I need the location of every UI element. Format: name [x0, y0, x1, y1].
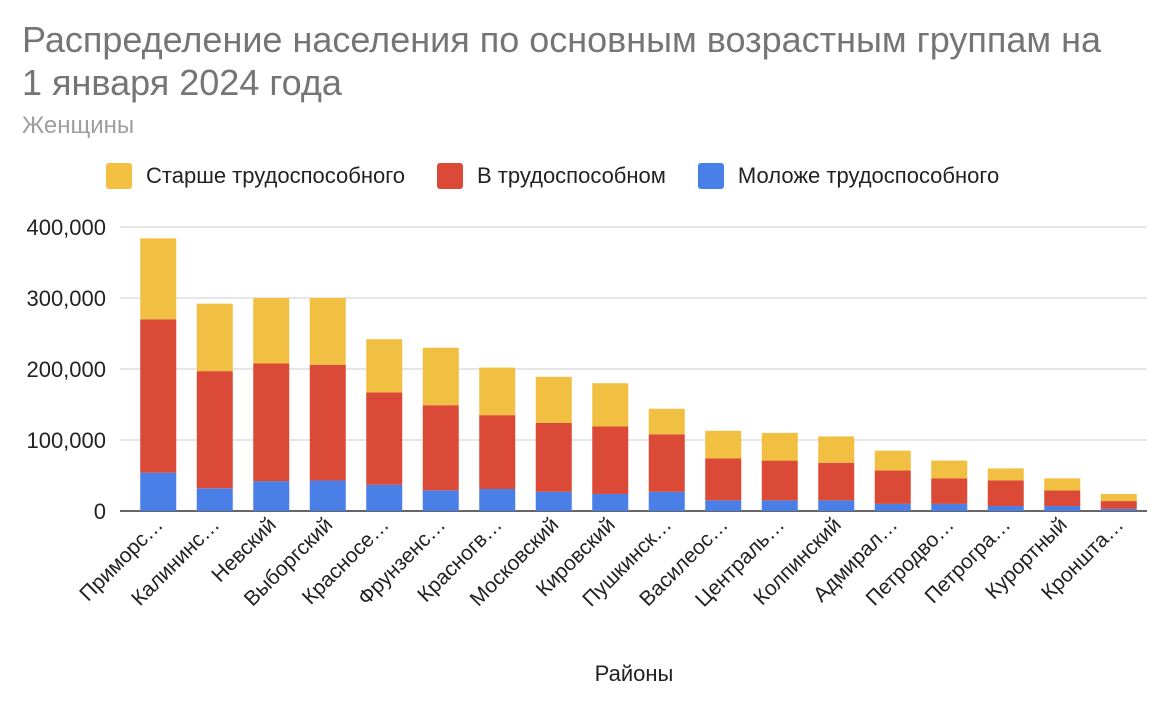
bar-segment[interactable] — [592, 383, 629, 427]
bar-segment[interactable] — [253, 298, 290, 364]
bar-segment[interactable] — [874, 503, 911, 511]
legend: Старше трудоспособного В трудоспособном … — [106, 163, 1031, 189]
gridlines — [120, 226, 1147, 512]
bar-segment[interactable] — [1100, 508, 1137, 511]
bar-segment[interactable] — [479, 488, 516, 511]
bar-segment[interactable] — [196, 371, 233, 489]
bar-segment[interactable] — [1100, 493, 1137, 502]
bar-segment[interactable] — [535, 491, 572, 511]
bar-segment[interactable] — [648, 491, 685, 511]
bar-segment[interactable] — [648, 434, 685, 492]
bar-segment[interactable] — [366, 339, 403, 393]
x-axis-labels: Приморс…Калининс…НевскийВыборгскийКрасно… — [75, 513, 1128, 611]
y-tick-label: 300,000 — [26, 286, 106, 311]
bar-segment[interactable] — [1100, 501, 1137, 509]
bar-segment[interactable] — [1044, 506, 1081, 511]
bar-segment[interactable] — [140, 472, 177, 511]
chart-title: Распределение населения по основным возр… — [22, 19, 1102, 103]
bar-segment[interactable] — [705, 430, 742, 459]
legend-swatch-older — [106, 163, 132, 189]
bar-segment[interactable] — [931, 478, 968, 504]
bar-segment[interactable] — [648, 408, 685, 435]
bar-segment[interactable] — [987, 506, 1024, 511]
x-axis-title: Районы — [595, 661, 674, 686]
bar-segment[interactable] — [1044, 490, 1081, 507]
legend-item-older[interactable]: Старше трудоспособного — [106, 163, 405, 189]
bar-segment[interactable] — [253, 481, 290, 511]
bar-segment[interactable] — [535, 376, 572, 423]
bar-segment[interactable] — [309, 480, 346, 511]
bar-segment[interactable] — [196, 303, 233, 372]
legend-item-younger[interactable]: Моложе трудоспособного — [697, 163, 1000, 189]
bar-segment[interactable] — [140, 319, 177, 473]
y-tick-label: 200,000 — [26, 357, 106, 382]
bar-segment[interactable] — [140, 238, 177, 320]
bar-segment[interactable] — [309, 298, 346, 365]
bar-segment[interactable] — [705, 458, 742, 501]
bar-segment[interactable] — [818, 500, 855, 511]
bar-segment[interactable] — [479, 367, 516, 416]
legend-swatch-younger — [697, 163, 724, 189]
bar-segment[interactable] — [422, 490, 459, 511]
bar-segment[interactable] — [422, 347, 459, 406]
bar-segment[interactable] — [931, 460, 968, 479]
bar-segment[interactable] — [1044, 478, 1081, 491]
bar-segment[interactable] — [761, 432, 798, 461]
legend-label-younger: Моложе трудоспособного — [737, 163, 1000, 188]
bar-segment[interactable] — [592, 493, 629, 511]
bar-segment[interactable] — [592, 426, 629, 494]
legend-swatch-working — [436, 163, 463, 189]
bar-segment[interactable] — [253, 363, 290, 482]
legend-item-working[interactable]: В трудоспособном — [436, 163, 666, 189]
bar-segment[interactable] — [366, 484, 403, 511]
bar-segment[interactable] — [874, 470, 911, 504]
bar-segment[interactable] — [535, 422, 572, 492]
bar-segment[interactable] — [987, 480, 1024, 507]
bar-segment[interactable] — [761, 500, 798, 511]
bar-segment[interactable] — [987, 468, 1024, 481]
bar-segment[interactable] — [931, 503, 968, 511]
y-tick-label: 400,000 — [26, 215, 106, 240]
bar-segment[interactable] — [761, 460, 798, 501]
y-tick-label: 0 — [94, 499, 106, 524]
bar-segment[interactable] — [309, 364, 346, 481]
bar-segment[interactable] — [479, 415, 516, 489]
bar-segment[interactable] — [818, 436, 855, 463]
y-axis-labels: 0 100,000 200,000 300,000 400,000 — [26, 215, 106, 524]
bar-segment[interactable] — [366, 392, 403, 485]
legend-label-working: В трудоспособном — [476, 163, 666, 188]
bar-segment[interactable] — [705, 500, 742, 511]
bar-segment[interactable] — [196, 488, 233, 511]
bar-segment[interactable] — [818, 462, 855, 501]
bars — [140, 238, 1137, 511]
chart-subtitle: Женщины — [22, 112, 135, 139]
legend-label-older: Старше трудоспособного — [146, 163, 405, 188]
bar-segment[interactable] — [874, 450, 911, 471]
bar-segment[interactable] — [422, 405, 459, 491]
y-tick-label: 100,000 — [26, 428, 106, 453]
